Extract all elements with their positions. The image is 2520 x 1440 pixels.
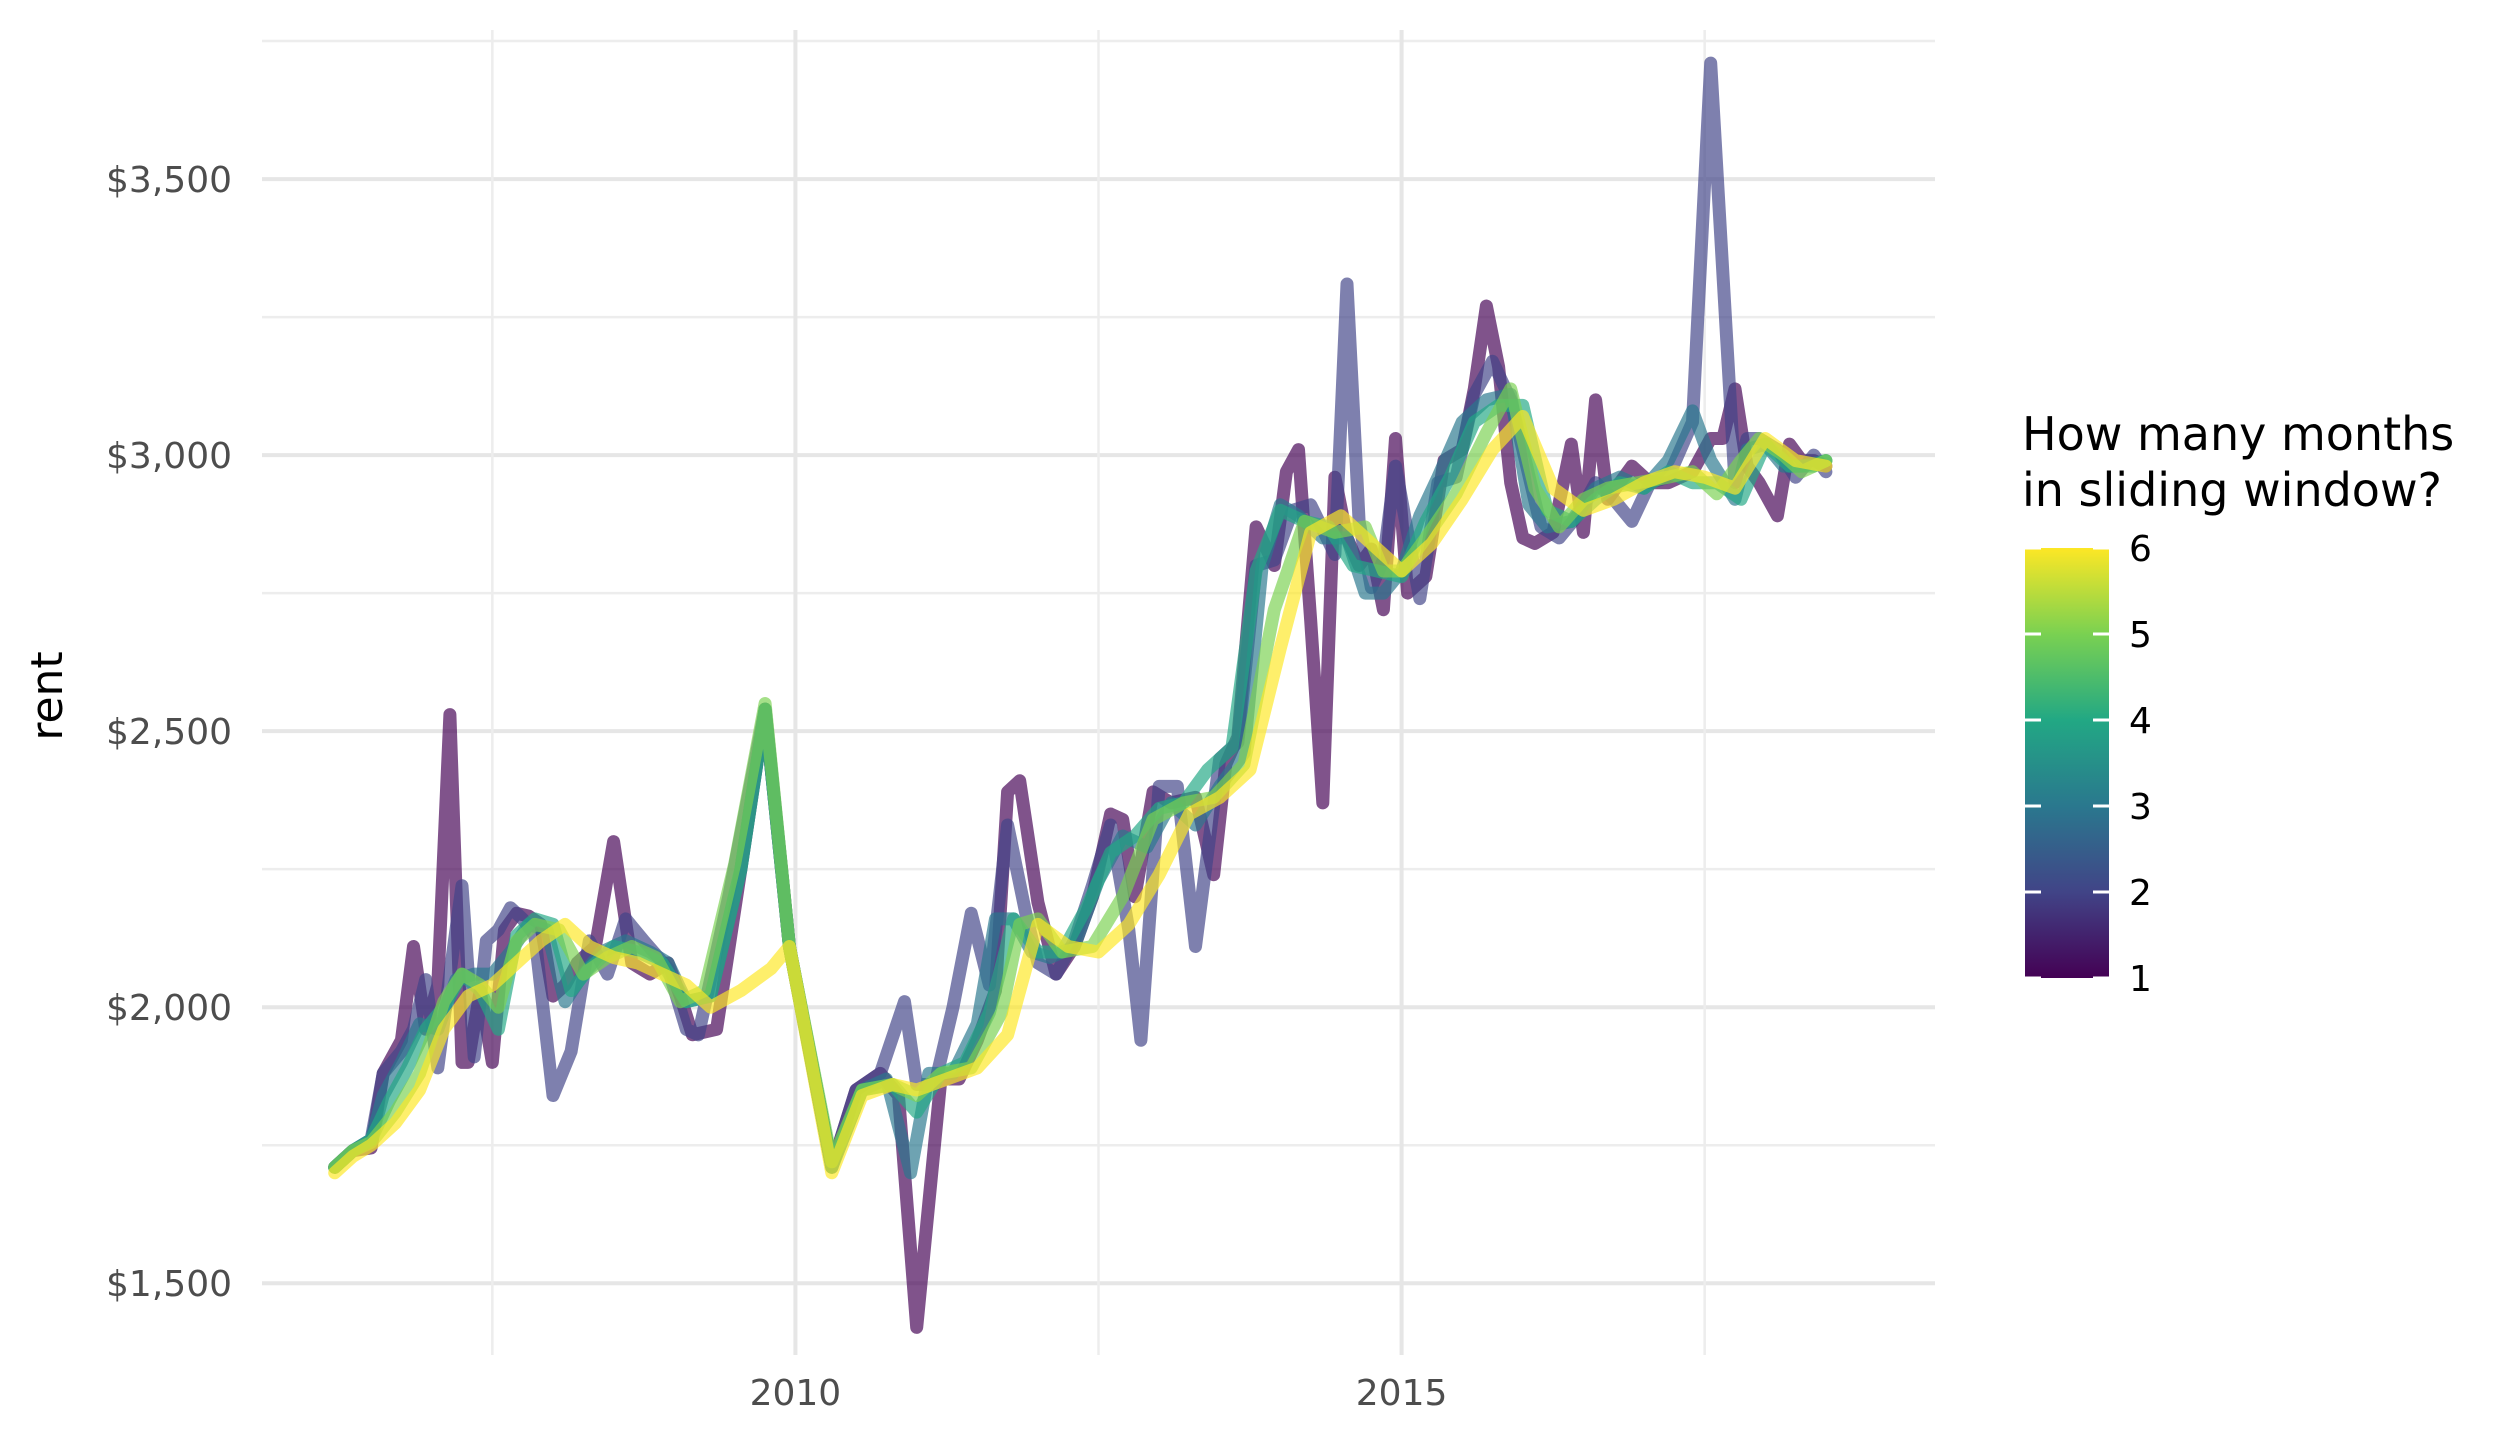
series-line-window-6 [328, 410, 1833, 1180]
legend: How many months in sliding window? 1 2 3 4 5… [2022, 407, 2454, 1000]
y-tick-label: $1,500 [106, 1264, 232, 1305]
series-line-window-4 [328, 398, 1833, 1174]
y-tick-label: $3,500 [106, 160, 232, 201]
x-tick-label: 2015 [1356, 1373, 1448, 1414]
colorbar-tick-label: 6 [2129, 529, 2152, 570]
legend-title-line-2: in sliding window? [2022, 463, 2442, 517]
legend-colorbar-ticks: 1 2 3 4 5 6 [2025, 529, 2152, 1000]
legend-title-line-1: How many months [2022, 407, 2454, 461]
series-line-window-2 [328, 56, 1833, 1174]
colorbar-tick-label: 1 [2129, 959, 2152, 1000]
colorbar-tick-label: 3 [2129, 787, 2152, 828]
series-lines [328, 56, 1833, 1334]
y-axis-title: rent [22, 651, 73, 740]
y-tick-label: $3,000 [106, 436, 232, 477]
gridlines [262, 30, 1935, 1355]
legend-colorbar [2025, 548, 2109, 978]
y-tick-label: $2,000 [106, 988, 232, 1029]
y-tick-label: $2,500 [106, 712, 232, 753]
y-axis-ticks: $1,500 $2,000 $2,500 $3,000 $3,500 [106, 160, 232, 1305]
x-axis-ticks: 2010 2015 [750, 1373, 1448, 1414]
colorbar-tick-label: 2 [2129, 873, 2152, 914]
colorbar-tick-label: 4 [2129, 701, 2152, 742]
x-tick-label: 2010 [750, 1373, 842, 1414]
series-line-window-3 [328, 387, 1833, 1180]
colorbar-tick-label: 5 [2129, 615, 2152, 656]
series-line-window-1 [328, 299, 1833, 1334]
